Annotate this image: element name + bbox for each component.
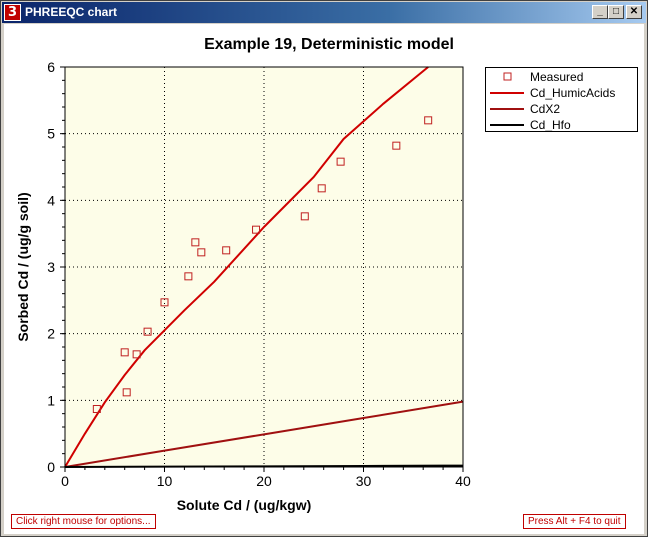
measured-point: [92, 405, 101, 413]
measured-point: [132, 350, 141, 359]
y-tick-label: 0: [47, 459, 55, 475]
window-title: PHREEQC chart: [25, 5, 118, 19]
measured-point: [300, 212, 309, 221]
app-icon[interactable]: 3: [4, 4, 21, 21]
x-axis-label: Solute Cd / (ug/kgw): [177, 497, 312, 513]
hfo-line-icon: [490, 124, 524, 126]
y-tick-label: 6: [47, 59, 55, 75]
legend-label: CdX2: [530, 102, 561, 116]
tick-layer: 0 10 20 30 40 0 1 2 3 4 5 6: [47, 59, 471, 489]
measured-point: [252, 225, 261, 234]
legend-item-humic[interactable]: Cd_HumicAcids: [486, 85, 637, 101]
measured-point: [184, 272, 193, 281]
chart-area[interactable]: Example 19, Deterministic model 0 10 20 30 4…: [4, 24, 644, 534]
measured-point: [120, 348, 129, 357]
plot-svg: 0 10 20 30 40 0 1 2 3 4 5 6 Solute Cd / (ug/kgw) So…: [15, 59, 471, 513]
y-tick-label: 3: [47, 259, 55, 275]
measured-point: [317, 184, 326, 193]
close-button[interactable]: ✕: [626, 5, 642, 19]
measured-point: [392, 141, 401, 150]
legend[interactable]: Measured Cd_HumicAcids CdX2 Cd_Hfo: [485, 67, 638, 132]
legend-label: Cd_HumicAcids: [530, 86, 616, 100]
humic-line-icon: [490, 92, 524, 94]
x-tick-label: 40: [455, 473, 471, 489]
y-tick-label: 2: [47, 326, 55, 342]
quit-hint[interactable]: Press Alt + F4 to quit: [523, 514, 626, 529]
measured-point: [122, 388, 131, 397]
measured-point: [222, 246, 231, 255]
x-tick-label: 30: [356, 473, 372, 489]
x-tick-label: 20: [256, 473, 272, 489]
legend-label: Measured: [530, 70, 584, 84]
title-bar[interactable]: 3 PHREEQC chart _ □ ✕: [2, 2, 646, 23]
cdx2-line-icon: [490, 108, 524, 110]
measured-point: [336, 157, 345, 166]
measured-point: [143, 327, 152, 336]
measured-point: [191, 238, 200, 247]
chart-title: Example 19, Deterministic model: [204, 36, 454, 53]
legend-label: Cd_Hfo: [530, 118, 571, 132]
maximize-button[interactable]: □: [608, 5, 624, 19]
options-hint[interactable]: Click right mouse for options...: [11, 514, 156, 529]
series-line-cdx2: [64, 400, 464, 468]
measured-point: [424, 116, 433, 125]
measured-marker-icon: [503, 72, 512, 81]
y-tick-label: 1: [47, 392, 55, 408]
minimize-button[interactable]: _: [592, 5, 608, 19]
y-tick-label: 5: [47, 126, 55, 142]
y-axis-label: Sorbed Cd / (ug/g soil): [15, 192, 31, 341]
x-tick-label: 10: [157, 473, 173, 489]
legend-item-hfo[interactable]: Cd_Hfo: [486, 117, 637, 133]
grid-layer: [65, 67, 463, 467]
x-tick-label: 0: [61, 473, 69, 489]
legend-item-cdx2[interactable]: CdX2: [486, 101, 637, 117]
measured-point: [197, 248, 206, 257]
measured-point: [160, 298, 169, 307]
series-line-cd-humicacids: [64, 66, 429, 468]
y-tick-label: 4: [47, 192, 55, 208]
legend-item-measured[interactable]: Measured: [486, 69, 637, 85]
